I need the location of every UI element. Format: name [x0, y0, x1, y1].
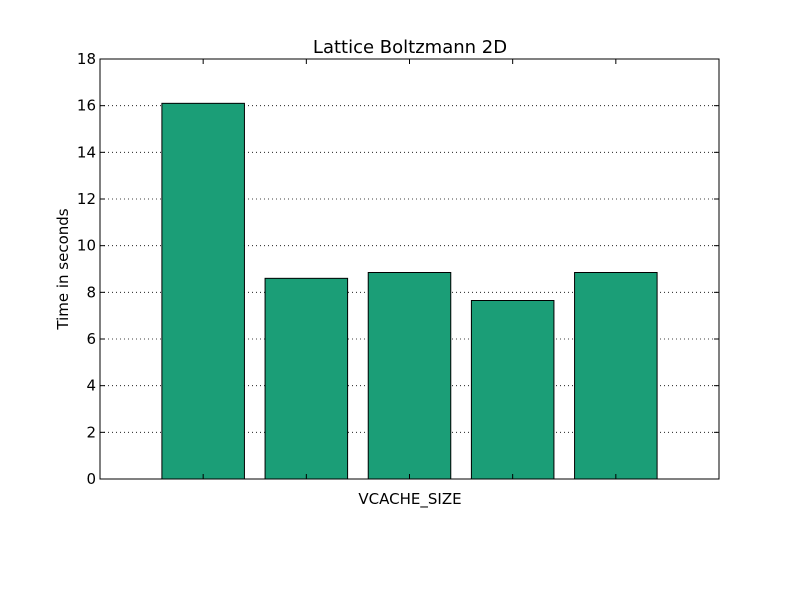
y-tick-label-6: 12: [77, 190, 96, 208]
y-tick-label-2: 4: [86, 377, 96, 395]
bar-0: [161, 102, 245, 480]
bar-4: [574, 272, 658, 480]
y-tick-label-7: 14: [77, 143, 96, 161]
chart-title: Lattice Boltzmann 2D: [313, 37, 507, 58]
bars: [161, 102, 658, 480]
y-tick-label-4: 8: [86, 283, 96, 301]
y-axis-ticks: 0 2 4 6 8 10 12 14 16 18: [77, 50, 719, 488]
y-tick-label-5: 10: [77, 237, 96, 255]
bar-2: [367, 272, 452, 480]
y-tick-label-0: 0: [86, 470, 96, 488]
y-axis-label: Time in seconds: [54, 208, 72, 330]
x-axis-ticks: [202, 59, 617, 479]
y-tick-label-3: 6: [86, 330, 96, 348]
bar-1: [264, 277, 349, 480]
y-tick-label-1: 2: [86, 423, 96, 441]
x-axis-label: VCACHE_SIZE: [358, 490, 461, 509]
y-tick-label-9: 18: [77, 50, 96, 68]
y-tick-label-8: 16: [77, 97, 96, 115]
bar-3: [470, 300, 555, 480]
